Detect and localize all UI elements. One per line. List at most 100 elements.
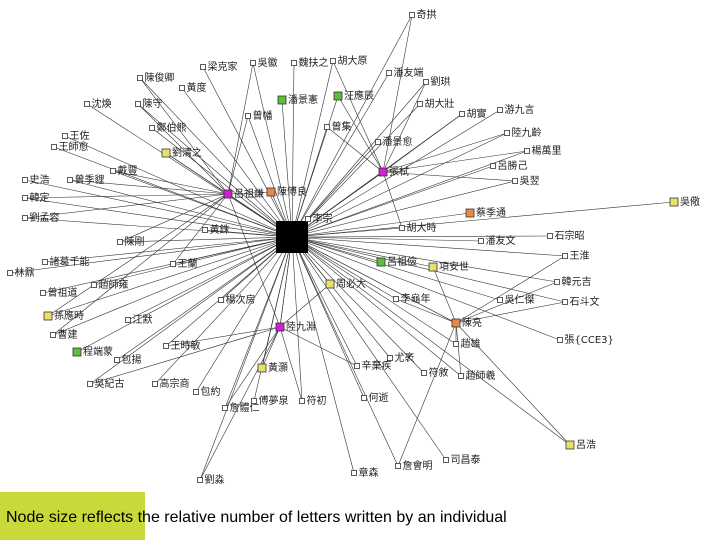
edge bbox=[291, 81, 427, 238]
node-label: 潘景憲 bbox=[288, 93, 318, 106]
edge bbox=[165, 236, 293, 347]
node-label: 潘友文 bbox=[486, 234, 516, 247]
edge bbox=[47, 193, 229, 317]
edge bbox=[291, 236, 561, 341]
edge bbox=[291, 212, 471, 239]
node bbox=[202, 227, 208, 233]
edge bbox=[86, 103, 293, 238]
node bbox=[135, 101, 141, 107]
node bbox=[87, 381, 93, 387]
node-label: 沈煥 bbox=[92, 97, 112, 110]
node-label: 諸葛千能 bbox=[50, 255, 90, 268]
node-label: 司昌泰 bbox=[451, 453, 481, 466]
node-label: 章森 bbox=[359, 466, 379, 479]
edge bbox=[127, 236, 293, 321]
edge bbox=[291, 236, 501, 301]
edge bbox=[291, 126, 328, 238]
node bbox=[193, 389, 199, 395]
edge bbox=[227, 62, 254, 195]
edge bbox=[227, 191, 272, 196]
node-label: 李宗 bbox=[313, 212, 333, 225]
edge bbox=[119, 235, 293, 243]
node bbox=[375, 139, 381, 145]
edge bbox=[291, 236, 558, 283]
node bbox=[378, 167, 388, 177]
edge bbox=[291, 236, 391, 359]
node-label: 王淮 bbox=[570, 250, 590, 262]
node-label: 傅夢泉 bbox=[259, 394, 289, 407]
edge bbox=[291, 103, 421, 238]
node bbox=[453, 341, 459, 347]
node bbox=[250, 60, 256, 66]
edge bbox=[455, 322, 571, 446]
edge bbox=[195, 236, 293, 393]
node bbox=[84, 101, 90, 107]
edge bbox=[397, 322, 457, 467]
node bbox=[305, 216, 311, 222]
edge bbox=[455, 255, 566, 324]
edge bbox=[291, 236, 566, 303]
edge bbox=[227, 115, 249, 195]
edge bbox=[291, 236, 457, 324]
node bbox=[40, 290, 46, 296]
node bbox=[43, 311, 53, 321]
edge bbox=[382, 14, 413, 173]
edge bbox=[199, 236, 293, 481]
node-label: 曾幡 bbox=[253, 109, 273, 122]
node bbox=[91, 282, 97, 288]
edge bbox=[291, 236, 358, 367]
edge bbox=[202, 66, 293, 238]
node bbox=[395, 463, 401, 469]
node bbox=[393, 296, 399, 302]
node-label: 潘景愈 bbox=[383, 135, 413, 148]
node bbox=[504, 130, 510, 136]
edge bbox=[24, 197, 293, 239]
edge bbox=[89, 326, 281, 385]
node-label: 潘友端 bbox=[394, 66, 424, 79]
edge bbox=[52, 193, 229, 336]
node-label: 詹體仁 bbox=[230, 401, 260, 414]
node-label: 程端蒙 bbox=[83, 345, 113, 358]
node-label: 吳紀古 bbox=[95, 377, 125, 390]
edge bbox=[279, 326, 303, 402]
node-label: 劉孟容 bbox=[30, 211, 60, 224]
node bbox=[497, 297, 503, 303]
node-label: 王師愈 bbox=[59, 140, 89, 153]
node-label: 吳仁傑 bbox=[505, 294, 535, 306]
node-label: 呂祖儉 bbox=[387, 255, 417, 268]
edge bbox=[9, 235, 293, 274]
edge bbox=[291, 236, 399, 467]
hub-node bbox=[276, 221, 308, 253]
node-label: 呂祖謙 bbox=[234, 187, 264, 200]
node-label: 黃銖 bbox=[210, 223, 230, 236]
edge bbox=[291, 236, 425, 374]
node-label: 符敘 bbox=[429, 366, 449, 379]
node bbox=[170, 261, 176, 267]
node-label: 楊萬里 bbox=[532, 144, 562, 157]
node-label: 李龜年 bbox=[401, 292, 431, 305]
node bbox=[152, 381, 158, 387]
edge bbox=[337, 95, 384, 173]
node-label: 吳翌 bbox=[520, 175, 540, 187]
node bbox=[554, 279, 560, 285]
node-label: 吳徽 bbox=[258, 56, 278, 69]
node-label: 包揚 bbox=[122, 353, 142, 366]
node bbox=[458, 373, 464, 379]
node-label: 呂浩 bbox=[576, 439, 596, 451]
node bbox=[149, 125, 155, 131]
node-label: 史浩 bbox=[30, 174, 50, 186]
edge bbox=[455, 301, 566, 324]
edge bbox=[291, 236, 447, 461]
node bbox=[557, 337, 563, 343]
node bbox=[218, 297, 224, 303]
node-label: 魏扶之 bbox=[299, 56, 329, 69]
node bbox=[524, 148, 530, 154]
node-label: 陳傅良 bbox=[277, 185, 307, 198]
edge bbox=[291, 236, 434, 268]
node-label: 石宗昭 bbox=[555, 229, 585, 242]
node bbox=[354, 363, 360, 369]
node-label: 尤袤 bbox=[395, 351, 415, 364]
node-label: 王佐 bbox=[70, 130, 90, 142]
